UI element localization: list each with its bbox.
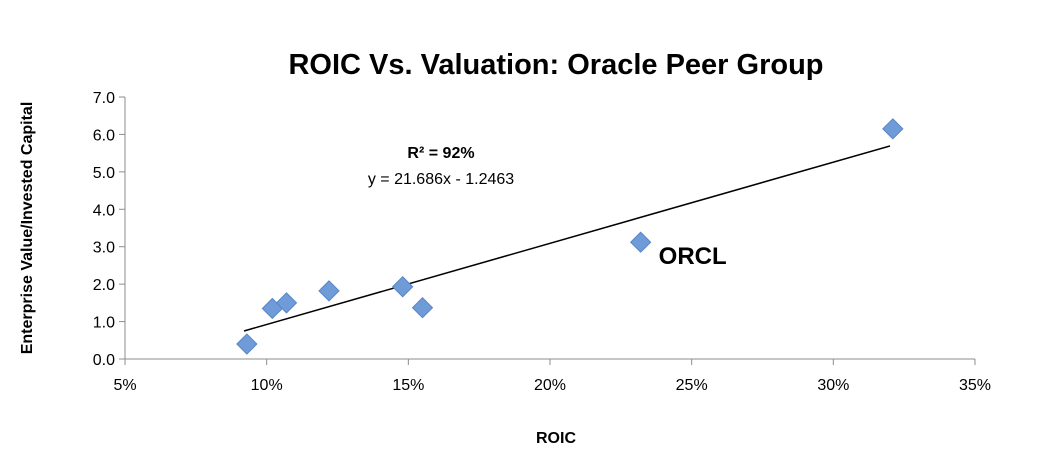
data-point [391,276,414,298]
y-tick-label: 5.0 [93,165,115,182]
trendline-equation: y = 21.686x - 1.2463 [368,171,514,188]
data-point [629,231,652,253]
chart-title: ROIC Vs. Valuation: Oracle Peer Group [288,49,823,81]
x-tick-label: 10% [251,377,283,394]
x-tick-label: 25% [676,377,708,394]
x-tick-label: 15% [392,377,424,394]
data-point [882,118,904,140]
axes [124,97,975,360]
x-tick-label: 20% [534,377,566,394]
data-point [275,292,298,314]
trendline [243,145,891,332]
y-tick-label: 0.0 [93,352,115,369]
y-tick-label: 3.0 [93,240,115,257]
data-point [411,297,434,319]
x-axis-ticks: 5% 10% 15% 20% 25% 30% 35% [113,359,991,394]
x-tick-label: 30% [817,377,849,394]
y-tick-label: 7.0 [93,90,115,107]
data-point-label: ORCL [659,243,727,270]
y-tick-label: 2.0 [93,277,115,294]
x-tick-label: 35% [959,377,991,394]
data-point [236,333,258,355]
x-tick-label: 5% [113,377,136,394]
trendline-group [243,145,891,332]
r-squared-annotation: R² = 92% [407,145,474,162]
data-point [318,280,340,302]
y-axis-label: Enterprise Value/Invested Capital [19,102,36,355]
y-tick-label: 1.0 [93,315,115,332]
y-tick-label: 6.0 [93,127,115,144]
x-axis-label: ROIC [536,430,576,447]
y-axis-ticks: 0.0 1.0 2.0 3.0 4.0 5.0 6.0 7.0 [93,90,125,369]
data-points: ORCL [236,118,904,355]
y-tick-label: 4.0 [93,202,115,219]
